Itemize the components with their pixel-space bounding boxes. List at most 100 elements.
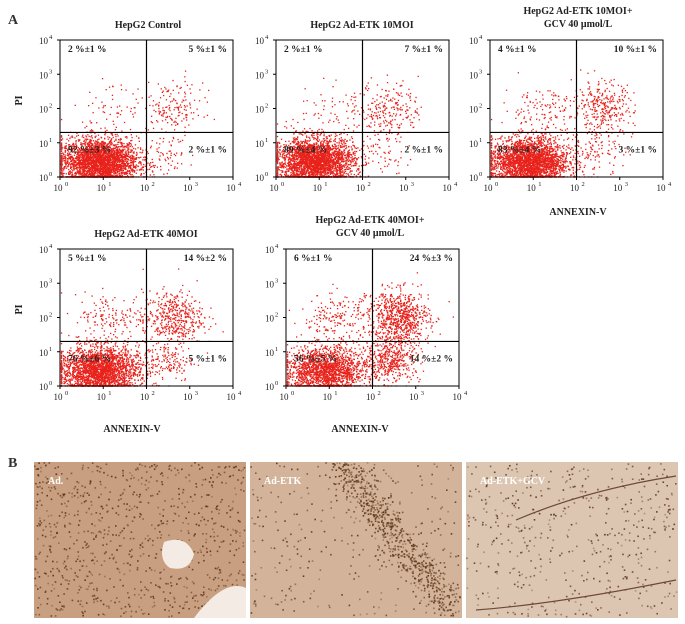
y-tick-label: 10 xyxy=(39,279,49,289)
x-tick-label: 10 xyxy=(323,392,333,402)
x-axis-label: ANNEXIN-V xyxy=(331,424,389,435)
tissue-crack xyxy=(515,475,677,521)
y-tick-exponent: 3 xyxy=(49,68,52,75)
y-tick-exponent: 0 xyxy=(49,171,52,178)
y-tick-label: 10 xyxy=(39,105,49,115)
event-cloud xyxy=(286,272,454,387)
quadrant-lower-left: 56 %±5 % xyxy=(294,354,337,364)
x-tick-exponent: 0 xyxy=(281,181,284,188)
x-tick-label: 10 xyxy=(527,183,537,193)
y-tick-exponent: 4 xyxy=(479,34,483,41)
y-tick-exponent: 3 xyxy=(265,68,268,75)
x-tick-label: 10 xyxy=(399,183,409,193)
x-tick-exponent: 2 xyxy=(378,390,381,397)
x-tick-exponent: 3 xyxy=(195,390,198,397)
y-tick-label: 10 xyxy=(469,173,479,183)
x-tick-exponent: 0 xyxy=(495,181,498,188)
quadrant-lower-right: 14 %±2 % xyxy=(410,354,453,364)
quadrant-upper-left: 5 %±1 % xyxy=(68,254,106,264)
y-tick-label: 10 xyxy=(469,139,479,149)
y-tick-exponent: 3 xyxy=(479,68,482,75)
x-tick-exponent: 1 xyxy=(108,390,111,397)
y-tick-label: 10 xyxy=(255,173,265,183)
x-tick-label: 10 xyxy=(54,392,64,402)
x-tick-label: 10 xyxy=(183,392,193,402)
x-tick-label: 10 xyxy=(657,183,667,193)
x-tick-label: 10 xyxy=(227,392,237,402)
y-tick-label: 10 xyxy=(39,173,49,183)
y-tick-label: 10 xyxy=(39,245,49,255)
y-tick-exponent: 4 xyxy=(49,34,53,41)
quadrant-lower-left: 83 %±4 % xyxy=(498,145,541,155)
y-tick-label: 10 xyxy=(39,382,49,392)
y-tick-exponent: 4 xyxy=(275,243,279,250)
quadrant-lower-left: 92 %±3 % xyxy=(68,145,111,155)
x-tick-label: 10 xyxy=(280,392,290,402)
ihc-micrographs: Ad. Ad-ETK Ad-ETK+GCV xyxy=(34,462,678,618)
y-axis-label: PI xyxy=(14,304,25,314)
x-tick-label: 10 xyxy=(227,183,237,193)
y-tick-exponent: 0 xyxy=(49,380,52,387)
x-tick-label: 10 xyxy=(183,183,193,193)
x-tick-exponent: 4 xyxy=(464,390,468,397)
tissue-crack xyxy=(475,579,677,611)
y-tick-exponent: 1 xyxy=(265,137,268,144)
plot-title: HepG2 Control xyxy=(115,20,181,31)
x-tick-exponent: 3 xyxy=(195,181,198,188)
x-tick-label: 10 xyxy=(54,183,64,193)
quadrant-upper-left: 2 %±1 % xyxy=(68,45,106,55)
quadrant-upper-right: 10 %±1 % xyxy=(614,45,657,55)
x-tick-exponent: 0 xyxy=(65,181,68,188)
y-tick-label: 10 xyxy=(469,70,479,80)
event-cloud xyxy=(60,268,224,387)
x-tick-exponent: 4 xyxy=(238,181,242,188)
y-tick-label: 10 xyxy=(39,70,49,80)
y-tick-exponent: 2 xyxy=(479,103,482,110)
x-tick-label: 10 xyxy=(356,183,366,193)
stained-nuclei xyxy=(466,463,678,618)
y-tick-label: 10 xyxy=(39,36,49,46)
panel-b-label: B xyxy=(8,456,17,471)
x-tick-exponent: 2 xyxy=(152,390,155,397)
x-axis-label: ANNEXIN-V xyxy=(103,424,161,435)
x-tick-label: 10 xyxy=(570,183,580,193)
x-tick-label: 10 xyxy=(366,392,376,402)
x-tick-label: 10 xyxy=(443,183,453,193)
event-cloud xyxy=(60,70,215,178)
y-axis-label: PI xyxy=(14,95,25,105)
quadrant-lower-left: 76 %±6 % xyxy=(68,354,111,364)
y-tick-label: 10 xyxy=(255,139,265,149)
y-tick-exponent: 0 xyxy=(479,171,482,178)
quadrant-upper-left: 6 %±1 % xyxy=(294,254,332,264)
plot-title: HepG2 Ad-ETK 40MOI+ xyxy=(315,215,424,226)
y-tick-label: 10 xyxy=(39,348,49,358)
x-tick-exponent: 0 xyxy=(291,390,294,397)
quadrant-upper-left: 4 %±1 % xyxy=(498,45,536,55)
y-tick-label: 10 xyxy=(265,382,275,392)
y-tick-exponent: 3 xyxy=(275,277,278,284)
micrograph-3: Ad-ETK+GCV xyxy=(466,462,678,618)
plot-title: HepG2 Ad-ETK 10MOI xyxy=(310,20,413,31)
y-tick-exponent: 2 xyxy=(49,312,52,319)
quadrant-upper-right: 5 %±1 % xyxy=(189,45,227,55)
quadrant-upper-right: 14 %±2 % xyxy=(184,254,227,264)
quadrant-upper-right: 7 %±1 % xyxy=(405,45,443,55)
tissue-gap xyxy=(194,586,246,618)
quadrant-lower-right: 2 %±1 % xyxy=(405,145,443,155)
x-tick-exponent: 0 xyxy=(65,390,68,397)
x-tick-exponent: 1 xyxy=(324,181,327,188)
y-tick-exponent: 2 xyxy=(265,103,268,110)
plot-title: HepG2 Ad-ETK 40MOI xyxy=(94,229,197,240)
y-tick-exponent: 1 xyxy=(49,346,52,353)
quadrant-upper-right: 24 %±3 % xyxy=(410,254,453,264)
y-tick-exponent: 1 xyxy=(275,346,278,353)
y-tick-label: 10 xyxy=(265,245,275,255)
x-tick-exponent: 3 xyxy=(625,181,628,188)
micrograph-1: Ad. xyxy=(34,462,246,618)
quadrant-upper-left: 2 %±1 % xyxy=(284,45,322,55)
x-tick-label: 10 xyxy=(409,392,419,402)
